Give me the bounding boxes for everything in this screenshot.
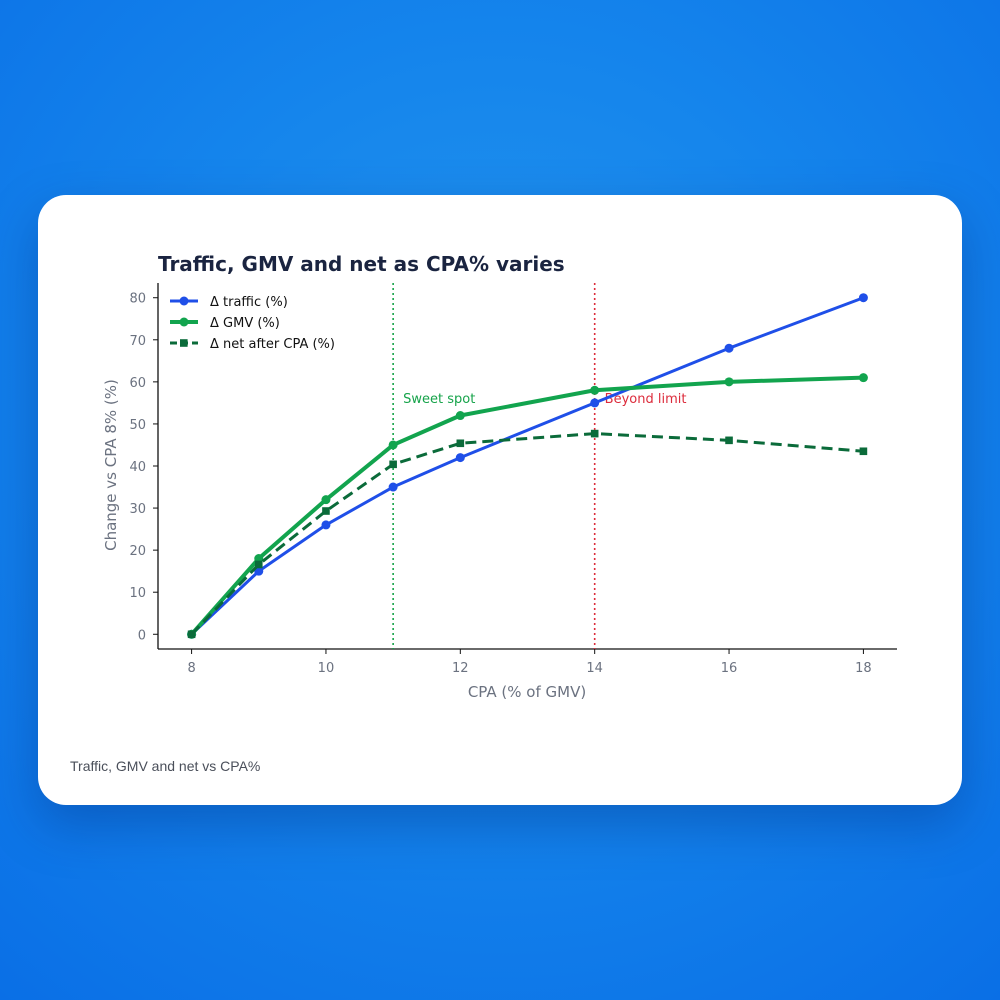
series-marker — [858, 373, 868, 383]
series-marker — [388, 440, 398, 450]
legend: Δ traffic (%) Δ GMV (%) Δ net after CPA (%… — [170, 295, 335, 352]
series-marker — [858, 293, 868, 303]
legend-swatch-marker — [180, 339, 188, 347]
series-marker — [455, 453, 465, 463]
annotation-label: Beyond limit — [605, 392, 687, 407]
y-tick-label: 70 — [129, 334, 146, 349]
series-marker — [455, 411, 465, 421]
series-marker — [254, 560, 263, 569]
series-marker — [321, 520, 331, 530]
y-tick-label: 40 — [129, 460, 146, 475]
series-marker — [859, 447, 868, 456]
series-marker — [322, 507, 330, 515]
legend-label: Δ net after CPA (%) — [210, 337, 335, 352]
annotation-label: Sweet spot — [403, 392, 475, 407]
series-line — [190, 432, 864, 636]
x-tick-label: 12 — [452, 661, 469, 676]
y-tick-label: 10 — [129, 586, 146, 601]
axes: 8 10 12 14 16 18 0 10 20 30 40 50 60 70 80 — [129, 283, 897, 676]
legend-label: Δ GMV (%) — [210, 316, 280, 331]
x-tick-label: 16 — [721, 661, 738, 676]
legend-swatch-marker — [179, 296, 189, 306]
series-marker — [187, 630, 196, 639]
x-tick-label: 14 — [586, 661, 603, 676]
series-marker — [389, 460, 397, 469]
series-marker — [388, 482, 398, 492]
series-marker — [456, 439, 465, 448]
series-line — [190, 296, 864, 636]
series-marker — [590, 398, 600, 408]
annotations: Sweet spot Beyond limit — [392, 283, 687, 649]
series-marker — [590, 429, 599, 438]
legend-label: Δ traffic (%) — [210, 295, 288, 310]
y-axis-label: Change vs CPA 8% (%) — [102, 379, 120, 551]
figure-caption: Traffic, GMV and net vs CPA% — [70, 758, 261, 774]
series-line — [190, 375, 864, 636]
y-tick-label: 50 — [129, 418, 146, 433]
legend-swatch-marker — [179, 317, 189, 327]
y-tick-label: 60 — [129, 376, 146, 391]
series-marker — [724, 343, 734, 353]
y-tick-label: 0 — [138, 628, 146, 643]
series-marker — [724, 377, 734, 387]
series-group — [187, 293, 868, 639]
y-tick-label: 20 — [129, 544, 146, 559]
x-tick-label: 18 — [855, 661, 872, 676]
y-tick-label: 80 — [129, 292, 146, 307]
x-tick-label: 8 — [187, 661, 195, 676]
series-marker — [321, 495, 331, 505]
x-tick-label: 10 — [318, 661, 335, 676]
line-chart: Traffic, GMV and net as CPA% varies 8 10 1… — [102, 252, 897, 701]
y-tick-label: 30 — [129, 502, 146, 517]
series-marker — [725, 436, 733, 445]
x-axis-label: CPA (% of GMV) — [468, 683, 586, 701]
chart-card: Traffic, GMV and net as CPA% varies 8 10 1… — [38, 195, 962, 805]
chart-title: Traffic, GMV and net as CPA% varies — [158, 252, 565, 276]
series-marker — [590, 385, 600, 395]
